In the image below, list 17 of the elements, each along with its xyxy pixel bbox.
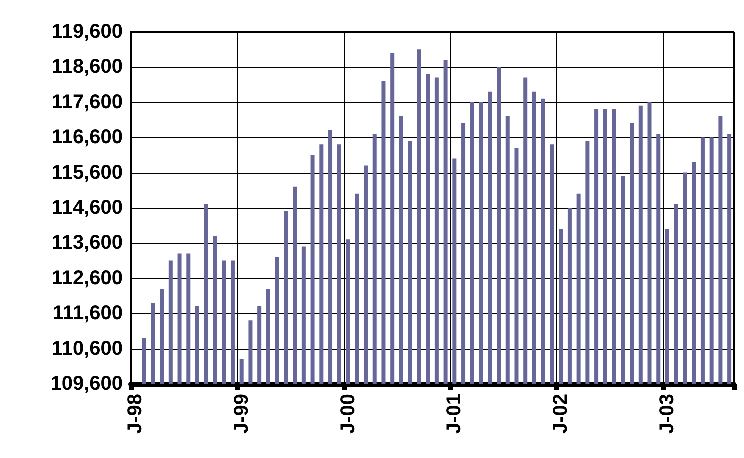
y-tick-label: 114,600 — [52, 197, 123, 219]
y-tick-label: 110,600 — [52, 338, 123, 360]
y-tick-label: 112,600 — [52, 267, 123, 290]
y-tick-label: 109,600 — [50, 373, 123, 395]
x-tick-label: J-02 — [550, 394, 572, 434]
x-tick-label: J-03 — [656, 394, 678, 434]
x-tick-label: J-01 — [444, 394, 466, 434]
y-tick-label: 116,600 — [52, 126, 123, 149]
x-tick-label: J-99 — [230, 394, 253, 434]
x-tick-label: J-98 — [124, 394, 146, 434]
y-tick-label: 118,600 — [52, 56, 123, 78]
y-tick-label: 115,600 — [52, 162, 123, 184]
y-tick-label: 113,600 — [52, 232, 123, 254]
y-tick-label: 117,600 — [52, 91, 123, 114]
y-tick-label: 111,600 — [52, 302, 123, 325]
y-tick-label: 119,600 — [52, 21, 123, 43]
x-tick-label: J-00 — [337, 394, 360, 434]
